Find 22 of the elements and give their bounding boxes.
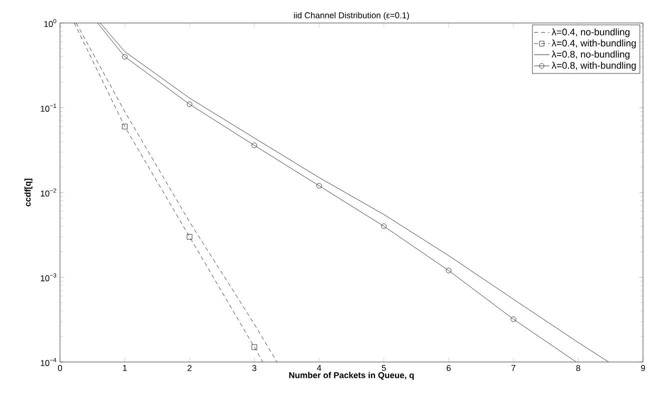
x-axis-title: Number of Packets in Queue, q	[289, 372, 414, 380]
legend-label: λ=0.8, no-bundling	[552, 50, 630, 60]
x-tick-label: 3	[252, 365, 256, 372]
x-tick-label: 6	[446, 365, 451, 372]
x-tick-label: 9	[641, 365, 645, 372]
y-tick-label: 10$^{−2}$	[40, 188, 56, 197]
x-tick-label: 2	[188, 365, 192, 371]
x-tick-label: 0	[58, 365, 62, 372]
x-tick-label: 4	[316, 365, 322, 371]
y-axis-title: ccdf[q]	[24, 178, 32, 206]
y-tick-label: 10$^{0}$	[44, 18, 56, 28]
x-tick-label: 8	[576, 365, 580, 372]
y-tick-label: 10$^{−3}$	[40, 273, 56, 282]
y-tick-label: 10$^{−4}$	[40, 358, 56, 366]
y-tick-label: 10$^{−1}$	[40, 104, 56, 112]
x-tick-label: 7	[512, 365, 516, 371]
x-tick-label: 1	[123, 365, 127, 371]
legend-label: λ=0.4, with-bundling	[552, 40, 636, 48]
legend-label: λ=0.8, with-bundling	[552, 62, 636, 71]
x-tick-label: 5	[382, 365, 386, 371]
legend-label: λ=0.4, no-bundling	[552, 28, 630, 38]
chart-title: iid Channel Distribution (ε=0.1)	[294, 12, 409, 20]
